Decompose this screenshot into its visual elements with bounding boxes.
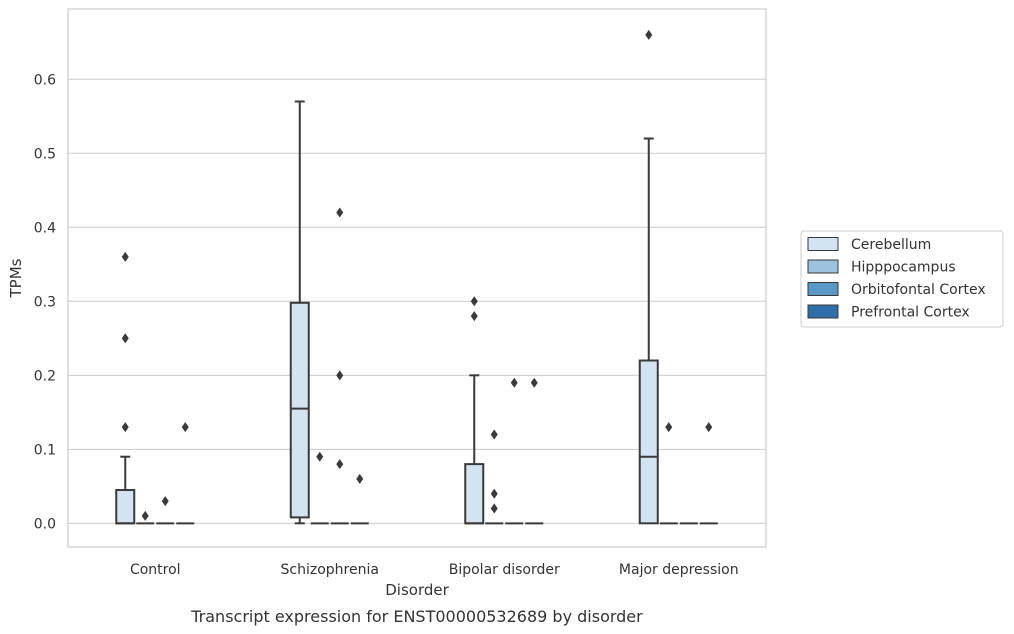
outlier-point (121, 333, 129, 344)
box-group (638, 29, 659, 525)
box-group (156, 496, 175, 525)
outlier-point (665, 422, 673, 433)
legend-label: Cerebellum (851, 237, 931, 253)
outlier-point (121, 422, 129, 433)
y-tick-label: 0.0 (34, 516, 56, 532)
outlier-point (356, 473, 364, 484)
box-body (289, 301, 310, 519)
outlier-point (141, 510, 149, 521)
y-tick-label: 0.6 (34, 72, 56, 88)
box-group (464, 296, 485, 525)
y-axis-label: TPMs (7, 258, 25, 298)
x-tick-label: Control (130, 562, 181, 578)
legend-label: Orbitofontal Cortex (851, 282, 986, 298)
box-group (310, 451, 329, 525)
legend-label: Prefrontal Cortex (851, 305, 970, 321)
y-tick-label: 0.4 (34, 220, 56, 236)
x-tick-label: Major depression (619, 562, 739, 578)
outlier-point (336, 459, 344, 470)
box-group (659, 422, 678, 525)
box-group (330, 207, 349, 525)
y-tick-label: 0.5 (34, 146, 56, 162)
legend-swatch (807, 259, 839, 274)
y-tick-label: 0.2 (34, 368, 56, 384)
outlier-point (470, 296, 478, 307)
outlier-point (336, 207, 344, 218)
outlier-point (470, 311, 478, 322)
box-series (115, 29, 718, 525)
outlier-point (316, 451, 324, 462)
outlier-point (530, 377, 538, 388)
box-group (136, 510, 155, 525)
y-tick-label: 0.1 (34, 442, 56, 458)
legend-frame (800, 230, 1004, 328)
outlier-point (161, 496, 169, 507)
legend-swatch (807, 282, 839, 296)
outlier-point (490, 429, 498, 440)
box-group (176, 422, 195, 525)
outlier-point (490, 488, 498, 499)
x-tick-label: Bipolar disorder (449, 562, 560, 578)
box-body (464, 463, 485, 525)
outlier-point (645, 29, 653, 40)
box-group (699, 422, 718, 525)
outlier-point (121, 251, 129, 262)
box-group (289, 100, 310, 525)
box-group (115, 251, 136, 525)
outlier-point (490, 503, 498, 514)
box-body (115, 489, 136, 525)
legend: Cerebellum Hipppocampus Orbitofontal Corte… (800, 230, 1004, 328)
box-group (485, 429, 504, 525)
legend-swatch (807, 237, 839, 251)
y-tick-label: 0.3 (34, 294, 56, 310)
gridlines (68, 78, 766, 524)
outlier-point (510, 377, 518, 388)
plot-area (67, 8, 767, 548)
legend-swatch (807, 304, 839, 319)
x-axis-ticks: Control Schizophrenia Bipolar disorder Majo… (130, 562, 739, 578)
outlier-point (336, 370, 344, 381)
outlier-point (181, 422, 189, 433)
x-tick-label: Schizophrenia (281, 562, 379, 578)
x-axis-label: Disorder (385, 581, 449, 599)
box-group (505, 377, 524, 525)
legend-label: Hipppocampus (851, 260, 956, 276)
outlier-point (705, 422, 713, 433)
y-axis-ticks: 0.0 0.1 0.2 0.3 0.4 0.5 0.6 (34, 72, 56, 532)
box-group (350, 473, 369, 525)
chart-caption: Transcript expression for ENST0000053268… (190, 607, 643, 626)
box-body (638, 359, 659, 525)
box-group (525, 377, 544, 525)
